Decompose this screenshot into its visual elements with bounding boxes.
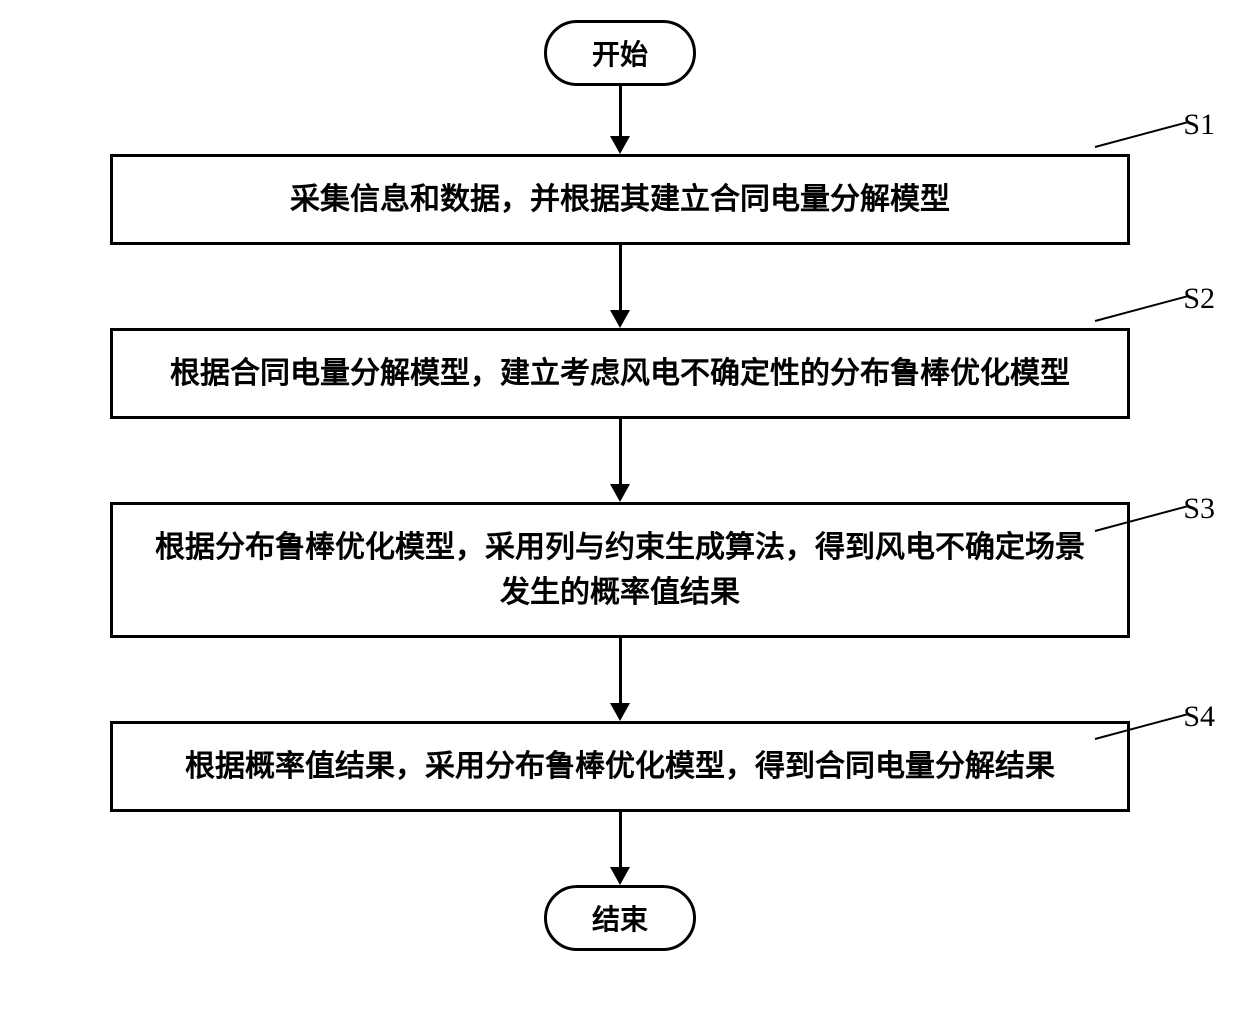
start-text: 开始 — [592, 40, 648, 71]
start-terminal: 开始 — [544, 20, 696, 86]
arrow-line — [619, 419, 622, 484]
arrow-5 — [610, 812, 630, 885]
end-text: 结束 — [592, 905, 648, 936]
arrow-line — [619, 245, 622, 310]
label-text: S4 — [1183, 700, 1215, 734]
arrow-4 — [610, 638, 630, 721]
process-text: 采集信息和数据，并根据其建立合同电量分解模型 — [290, 177, 950, 222]
process-step-s2: 根据合同电量分解模型，建立考虑风电不确定性的分布鲁棒优化模型 — [110, 328, 1130, 419]
process-text: 根据概率值结果，采用分布鲁棒优化模型，得到合同电量分解结果 — [185, 750, 1055, 783]
arrow-2 — [610, 245, 630, 328]
process-step-s3: 根据分布鲁棒优化模型，采用列与约束生成算法，得到风电不确定场景发生的概率值结果 — [110, 502, 1130, 638]
end-terminal: 结束 — [544, 885, 696, 951]
label-text: S3 — [1183, 492, 1215, 526]
arrow-head-icon — [610, 867, 630, 885]
flowchart-container: 开始 采集信息和数据，并根据其建立合同电量分解模型 根据合同电量分解模型，建立考… — [0, 0, 1240, 951]
process-text: 根据合同电量分解模型，建立考虑风电不确定性的分布鲁棒优化模型 — [170, 357, 1070, 390]
arrow-line — [619, 86, 622, 136]
arrow-1 — [610, 86, 630, 154]
label-text: S2 — [1183, 282, 1215, 316]
label-text: S1 — [1183, 108, 1215, 142]
arrow-3 — [610, 419, 630, 502]
arrow-line — [619, 812, 622, 867]
arrow-line — [619, 638, 622, 703]
arrow-head-icon — [610, 136, 630, 154]
arrow-head-icon — [610, 703, 630, 721]
arrow-head-icon — [610, 484, 630, 502]
arrow-head-icon — [610, 310, 630, 328]
process-step-s1: 采集信息和数据，并根据其建立合同电量分解模型 — [110, 154, 1130, 245]
process-step-s4: 根据概率值结果，采用分布鲁棒优化模型，得到合同电量分解结果 — [110, 721, 1130, 812]
process-text: 根据分布鲁棒优化模型，采用列与约束生成算法，得到风电不确定场景发生的概率值结果 — [155, 531, 1085, 609]
